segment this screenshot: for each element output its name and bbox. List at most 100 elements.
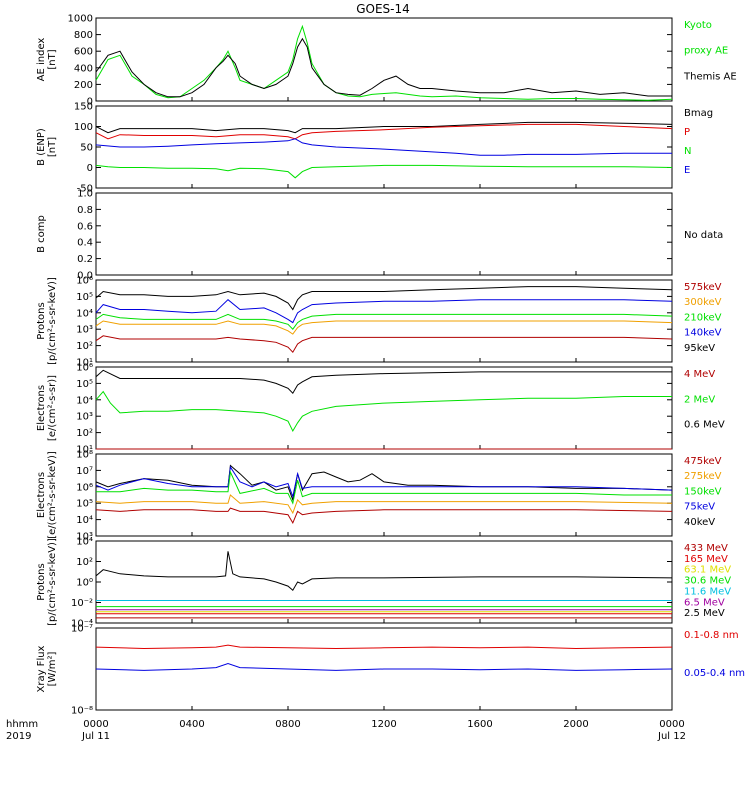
- y-tick-label: 1.0: [77, 189, 93, 200]
- series-line-40kev: [95, 464, 673, 502]
- series-line-0-1-0-8-nm: [95, 644, 673, 650]
- y-tick-label: 10¹: [76, 445, 93, 456]
- y-tick-label: 0: [87, 163, 93, 174]
- y-tick-label: -50: [77, 184, 93, 195]
- y-tick-label: 200: [74, 80, 93, 91]
- y-tick-label: 1000: [68, 14, 93, 25]
- legend-entry: 210keV: [684, 312, 722, 323]
- y-tick-label: 10⁵: [76, 292, 93, 303]
- y-axis-label: B (ENP): [36, 128, 47, 166]
- legend-entry: 63.1 MeV: [684, 565, 731, 576]
- x-tick-label: 0800: [275, 719, 300, 730]
- series-line-0-6-mev: [95, 369, 672, 395]
- y-tick-label: 10³: [76, 325, 93, 336]
- y-tick-label: 0.2: [77, 254, 93, 265]
- y-tick-label: 0.0: [77, 271, 93, 282]
- legend-entry: 2.5 MeV: [684, 608, 725, 619]
- legend-entry: P: [684, 127, 690, 138]
- series-line-300kev: [95, 320, 673, 335]
- y-tick-label: 0.6: [77, 221, 93, 232]
- legend-entry: No data: [684, 230, 723, 241]
- panel-frame: [95, 366, 673, 450]
- legend-entry: 150keV: [684, 486, 722, 497]
- y-tick-label: 10⁵: [76, 379, 93, 390]
- y-tick-label: 10²: [76, 557, 93, 568]
- y-axis-label: B comp: [36, 215, 47, 253]
- y-tick-label: 10¹: [76, 358, 93, 369]
- legend-entry: 433 MeV: [684, 543, 728, 554]
- y-tick-label: 10²: [76, 428, 93, 439]
- y-tick-label: 10⁻⁴: [71, 619, 93, 630]
- y-axis-label: Protons: [36, 302, 47, 339]
- y-axis-label: Xray Flux: [36, 645, 47, 692]
- y-tick-label: 50: [80, 143, 93, 154]
- legend-entry: 140keV: [684, 328, 722, 339]
- y-tick-label: 10⁻⁷: [71, 624, 93, 635]
- y-axis-label: [nT]: [47, 49, 58, 69]
- y-axis-label: [p/(cm²-s-sr-keV)]: [47, 277, 58, 365]
- y-axis-label: Electrons: [36, 472, 47, 518]
- y-tick-label: 10⁸: [76, 450, 93, 461]
- legend-entry: 6.5 MeV: [684, 597, 725, 608]
- legend-entry: 165 MeV: [684, 554, 728, 565]
- y-axis-label: [e/(cm²-s-sr-keV)]: [47, 451, 58, 539]
- legend-entry: 75keV: [684, 502, 715, 513]
- panel-frame: [95, 192, 673, 276]
- y-tick-label: 10⁰: [76, 578, 93, 589]
- x-tick-label: 0000: [659, 719, 684, 730]
- legend-entry: 475keV: [684, 456, 722, 467]
- panel-frame: [95, 453, 673, 537]
- y-tick-label: 10⁻²: [71, 598, 93, 609]
- y-tick-label: 100: [74, 122, 93, 133]
- y-axis-label: [nT]: [47, 137, 58, 157]
- x-tick-label: 0000: [83, 719, 108, 730]
- series-line-2-5-mev: [95, 551, 673, 591]
- legend-entry: E: [684, 165, 690, 176]
- legend-entry: 40keV: [684, 517, 715, 528]
- series-line-150kev: [96, 470, 672, 505]
- legend-entry: 2 MeV: [684, 394, 715, 405]
- series-line-kyoto-proxy-ae: [95, 24, 673, 101]
- y-axis-label: Electrons: [36, 385, 47, 431]
- legend-entry: 0.1-0.8 nm: [684, 630, 739, 641]
- series-line-2-mev: [95, 390, 672, 433]
- legend-entry: 0.6 MeV: [684, 420, 725, 431]
- legend-entry: 4 MeV: [684, 369, 715, 380]
- y-axis-label: Protons: [36, 563, 47, 600]
- legend-entry: 95keV: [684, 343, 715, 354]
- legend-entry: N: [684, 146, 691, 157]
- y-tick-label: 10²: [76, 341, 93, 352]
- legend-entry: 0.05-0.4 nm: [684, 668, 745, 679]
- x-axis-row1-label: hhmm: [6, 719, 38, 730]
- y-tick-label: 600: [74, 47, 93, 58]
- y-tick-label: 10³: [76, 532, 93, 543]
- series-line-0-05-0-4-nm: [95, 662, 673, 671]
- legend-entry: 275keV: [684, 471, 722, 482]
- legend-entry: 11.6 MeV: [684, 586, 731, 597]
- series-line-75kev: [95, 465, 673, 499]
- y-tick-label: 0: [87, 97, 93, 108]
- x-tick-label: 2000: [563, 719, 588, 730]
- legend-entry: Kyoto: [684, 20, 712, 31]
- y-tick-label: 10⁵: [76, 499, 93, 510]
- y-tick-label: 10⁴: [76, 515, 93, 526]
- legend-entry: 300keV: [684, 297, 722, 308]
- y-tick-label: 150: [74, 102, 93, 113]
- panel-bcomp: 1.0 0.8 0.6 0.4 0.2 0.0 B comp No data: [36, 189, 723, 282]
- y-tick-label: 10⁶: [76, 482, 93, 493]
- panel-xray: 10⁻⁷ 10⁻⁸ Xray Flux [W/m²] 0.1-0.8 nm 0.05-0.…: [36, 624, 745, 717]
- x-tick-label: 1600: [467, 719, 492, 730]
- y-tick-label: 10⁴: [76, 395, 93, 406]
- series-line-575kev: [95, 335, 673, 354]
- y-axis-label: [p/(cm²-s-sr-keV)]: [47, 538, 58, 626]
- panel-ae: 1000 800 600 400 200 0 AE index [nT] Kyoto proxy …: [36, 14, 737, 108]
- series-line-275kev: [95, 494, 673, 515]
- legend-entry: Themis AE: [683, 71, 737, 82]
- y-tick-label: 800: [74, 30, 93, 41]
- series-line-n: [95, 164, 673, 179]
- series-line-themis-ae: [95, 37, 672, 98]
- y-tick-label: 10⁶: [76, 363, 93, 374]
- panel-protons1: 10⁶ 10⁵ 10⁴ 10³ 10² 10¹ Protons [p/(cm²-s-sr-ke…: [36, 276, 722, 369]
- y-tick-label: 10⁴: [76, 537, 93, 548]
- y-axis-label: [e/(cm²-s-sr)]: [47, 375, 58, 441]
